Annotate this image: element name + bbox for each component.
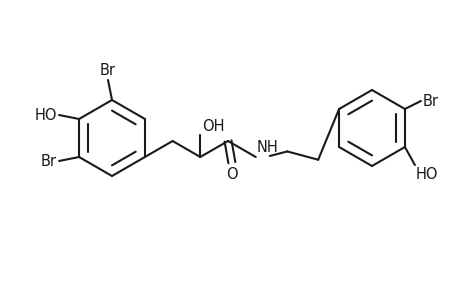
Text: Br: Br bbox=[100, 63, 116, 78]
Text: NH: NH bbox=[256, 140, 278, 155]
Text: Br: Br bbox=[41, 154, 57, 169]
Text: O: O bbox=[225, 167, 237, 182]
Text: OH: OH bbox=[202, 119, 224, 134]
Text: HO: HO bbox=[34, 107, 57, 122]
Text: HO: HO bbox=[415, 167, 437, 182]
Text: Br: Br bbox=[422, 94, 438, 109]
